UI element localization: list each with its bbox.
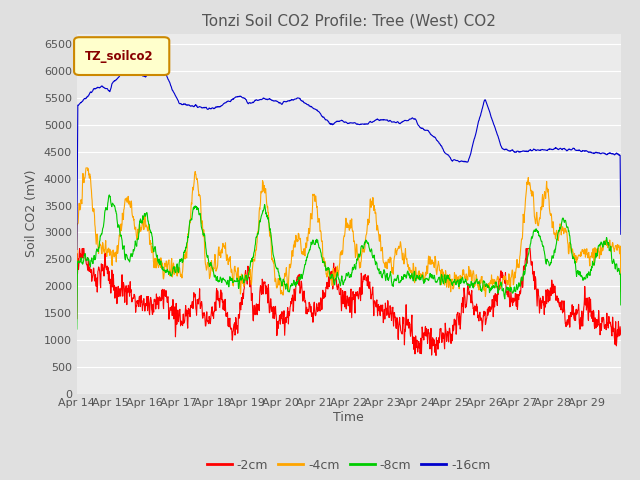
-4cm <box>617 288 625 294</box>
Y-axis label: Soil CO2 (mV): Soil CO2 (mV) <box>25 170 38 257</box>
-4cm <box>83 165 91 171</box>
-4cm <box>319 259 327 265</box>
-8cm <box>617 302 625 308</box>
-2cm <box>76 246 83 252</box>
-8cm <box>83 257 91 263</box>
X-axis label: Time: Time <box>333 411 364 424</box>
-2cm <box>617 332 625 338</box>
Line: -4cm: -4cm <box>77 168 621 297</box>
-8cm <box>319 259 327 264</box>
Line: -8cm: -8cm <box>77 195 621 329</box>
-4cm <box>448 276 456 282</box>
-16cm <box>171 91 179 96</box>
FancyBboxPatch shape <box>74 37 169 75</box>
-16cm <box>582 148 590 154</box>
Line: -2cm: -2cm <box>77 249 621 356</box>
-2cm <box>351 295 359 300</box>
-2cm <box>171 305 179 311</box>
Title: Tonzi Soil CO2 Profile: Tree (West) CO2: Tonzi Soil CO2 Profile: Tree (West) CO2 <box>202 13 496 28</box>
-4cm <box>351 254 359 260</box>
-8cm <box>106 192 113 198</box>
-16cm <box>617 231 625 237</box>
-2cm <box>432 353 440 359</box>
-16cm <box>319 114 327 120</box>
-16cm <box>157 64 165 70</box>
-8cm <box>171 266 179 272</box>
-4cm <box>82 165 90 171</box>
Legend: -2cm, -4cm, -8cm, -16cm: -2cm, -4cm, -8cm, -16cm <box>202 454 496 477</box>
-2cm <box>582 307 590 313</box>
-16cm <box>448 158 456 164</box>
-2cm <box>73 316 81 322</box>
-8cm <box>73 326 81 332</box>
-4cm <box>171 271 179 277</box>
-8cm <box>448 281 456 287</box>
-8cm <box>351 266 359 272</box>
-4cm <box>582 249 590 255</box>
-8cm <box>582 273 590 278</box>
-2cm <box>449 338 456 344</box>
-4cm <box>481 294 489 300</box>
Text: TZ_soilco2: TZ_soilco2 <box>85 50 154 63</box>
-2cm <box>319 289 327 295</box>
-16cm <box>73 247 81 252</box>
-4cm <box>73 280 81 286</box>
Line: -16cm: -16cm <box>77 67 621 250</box>
-2cm <box>83 264 91 269</box>
-16cm <box>83 95 91 100</box>
-16cm <box>351 120 359 126</box>
